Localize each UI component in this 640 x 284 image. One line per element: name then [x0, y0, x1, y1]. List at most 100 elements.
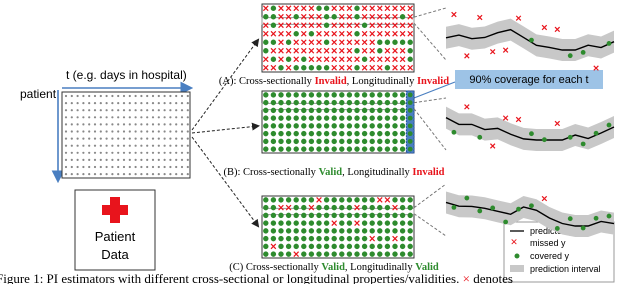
- covered-marker: [285, 56, 292, 62]
- grid-dot: [76, 151, 79, 154]
- missed-marker: [308, 47, 315, 54]
- grid-dot: [76, 109, 79, 112]
- grid-dot: [105, 173, 108, 176]
- missed-marker: [361, 30, 368, 37]
- covered-marker: [354, 5, 360, 11]
- covered-marker: [323, 107, 330, 114]
- missed-marker: [270, 47, 277, 54]
- grid-dot: [146, 116, 149, 119]
- covered-marker: [554, 226, 560, 231]
- covered-marker: [346, 212, 353, 219]
- covered-marker: [399, 92, 406, 98]
- grid-dot: [157, 94, 160, 98]
- covered-marker: [331, 243, 337, 250]
- covered-marker: [407, 48, 413, 54]
- covered-marker: [263, 235, 269, 242]
- grid-dot: [82, 158, 85, 161]
- covered-marker: [369, 228, 375, 234]
- x-stroke: [278, 39, 284, 46]
- covered-marker: [503, 219, 509, 225]
- x-stroke: [316, 56, 322, 63]
- grid-dot: [134, 130, 137, 133]
- x-stroke: [392, 64, 398, 71]
- covered-marker: [384, 251, 391, 257]
- grid-dot: [64, 165, 68, 169]
- missed-marker: [346, 56, 353, 63]
- missed-marker: [392, 13, 398, 20]
- covered-marker: [263, 212, 269, 219]
- x-stroke: [338, 5, 345, 12]
- covered-marker: [399, 99, 406, 106]
- covered-marker: [346, 92, 353, 98]
- x-stroke: [369, 13, 376, 20]
- x-stroke: [502, 47, 509, 53]
- x-stroke: [392, 204, 398, 211]
- grid-dot: [122, 116, 126, 119]
- x-stroke: [308, 5, 315, 12]
- grid-dot: [180, 173, 184, 176]
- label-part: , Longitudinally: [347, 76, 417, 87]
- missed-marker: [308, 39, 315, 46]
- covered-marker: [339, 123, 345, 129]
- missed-marker: [278, 22, 284, 29]
- covered-marker: [392, 251, 398, 257]
- grid-dot: [88, 94, 91, 98]
- grid-dot: [157, 130, 160, 133]
- missed-marker: [464, 104, 470, 110]
- covered-marker: [270, 56, 277, 62]
- covered-marker: [606, 41, 612, 46]
- grid-dot: [169, 130, 172, 133]
- covered-marker: [339, 115, 345, 121]
- grid-dot: [186, 109, 189, 112]
- missed-marker: [278, 204, 284, 211]
- missed-marker: [392, 56, 398, 63]
- x-stroke: [354, 204, 360, 211]
- covered-marker: [407, 146, 413, 152]
- covered-marker: [354, 14, 360, 20]
- grid-dot: [122, 151, 126, 154]
- missed-marker: [384, 47, 391, 54]
- missed-marker: [354, 204, 360, 211]
- zoom-line: [413, 183, 447, 209]
- covered-marker: [384, 99, 391, 106]
- x-stroke: [477, 14, 483, 21]
- x-stroke: [361, 64, 368, 71]
- covered-marker: [323, 123, 330, 129]
- grid-dot: [64, 151, 68, 154]
- covered-marker: [377, 220, 383, 226]
- covered-marker: [392, 123, 398, 129]
- covered-marker: [392, 130, 398, 137]
- grid-dot: [169, 144, 172, 147]
- grid-dot: [157, 123, 160, 126]
- missed-marker: [338, 22, 345, 29]
- grid-dot: [64, 123, 68, 126]
- time-column: [405, 90, 415, 154]
- dashed-arrow: [191, 38, 260, 131]
- covered-marker: [331, 115, 337, 121]
- covered-marker: [316, 99, 322, 106]
- covered-marker: [399, 14, 406, 20]
- grid-dot: [151, 109, 155, 112]
- x-stroke: [331, 39, 338, 46]
- legend-label: missed y: [530, 238, 566, 248]
- covered-marker: [354, 115, 360, 121]
- x-stroke: [278, 13, 284, 20]
- covered-marker: [354, 243, 360, 250]
- grid-dot: [128, 137, 131, 140]
- covered-marker: [308, 228, 315, 234]
- row-band: [261, 207, 415, 216]
- grid-dot: [99, 123, 102, 126]
- covered-marker: [377, 251, 383, 257]
- missed-marker: [316, 56, 322, 63]
- missed-marker: [502, 115, 509, 121]
- missed-marker: [300, 47, 307, 54]
- covered-marker: [270, 204, 277, 211]
- missed-marker: [293, 22, 300, 29]
- x-stroke: [346, 13, 353, 20]
- grid-dot: [163, 158, 166, 161]
- grid-dot: [186, 123, 189, 126]
- label-part: Invalid: [315, 76, 347, 87]
- covered-marker: [369, 243, 375, 250]
- caption-text: denotes: [473, 271, 513, 284]
- x-stroke: [392, 47, 398, 54]
